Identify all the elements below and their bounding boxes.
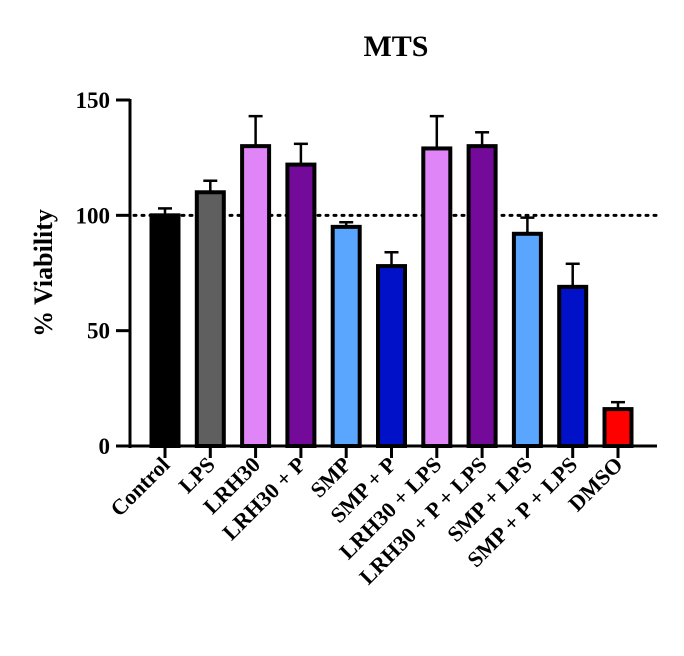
category-label: Control xyxy=(105,452,174,521)
bar xyxy=(149,213,181,448)
bar xyxy=(376,264,407,448)
bars-layer xyxy=(149,114,634,448)
y-tick-label: 100 xyxy=(76,203,111,228)
y-tick-label: 50 xyxy=(87,319,110,344)
bar xyxy=(194,190,226,448)
y-tick-label: 150 xyxy=(76,88,111,113)
bar xyxy=(602,407,634,448)
y-tick-label: 0 xyxy=(99,434,111,459)
bar xyxy=(330,224,362,448)
bar xyxy=(466,144,498,448)
chart-title: MTS xyxy=(363,30,428,63)
bar xyxy=(285,162,317,448)
y-ticks-layer: 0 50 100 150 xyxy=(76,88,130,459)
bar xyxy=(511,231,543,448)
bar xyxy=(557,284,589,448)
bar xyxy=(421,146,453,448)
bar xyxy=(240,144,272,448)
y-axis-label: % Viability xyxy=(29,209,58,337)
